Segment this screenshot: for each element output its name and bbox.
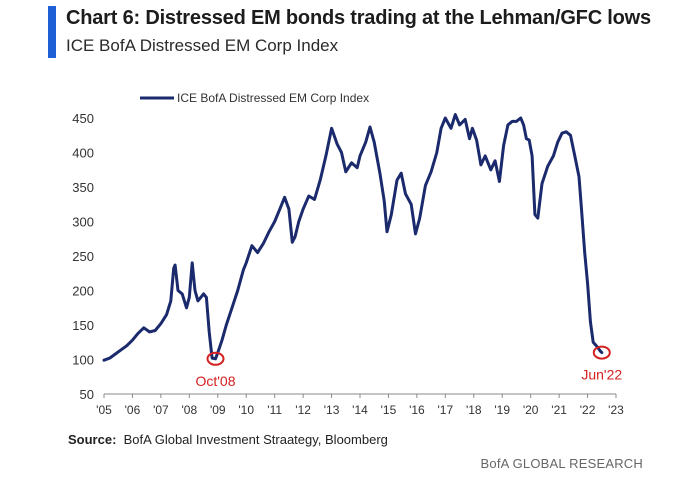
x-tick-label: '15 (381, 403, 397, 417)
x-tick-label: '12 (295, 403, 311, 417)
source-note: Source: BofA Global Investment Straategy… (68, 432, 388, 447)
chart-subtitle: ICE BofA Distressed EM Corp Index (66, 36, 339, 55)
y-tick-label: 250 (72, 249, 94, 264)
series-line (102, 113, 604, 362)
x-tick-label: '17 (438, 403, 454, 417)
annotation-label-jun22: Jun'22 (581, 367, 622, 383)
y-tick-label: 400 (72, 146, 94, 161)
y-tick-label: 100 (72, 353, 94, 368)
x-tick-label: '07 (153, 403, 169, 417)
y-tick-label: 300 (72, 215, 94, 230)
x-tick-label: '22 (580, 403, 596, 417)
x-tick-label: '16 (409, 403, 425, 417)
x-tick-label: '18 (466, 403, 482, 417)
x-tick-label: '08 (182, 403, 198, 417)
y-tick-label: 450 (72, 111, 94, 126)
chart-title: Chart 6: Distressed EM bonds trading at … (66, 7, 651, 29)
brand-label: BofA GLOBAL RESEARCH (480, 456, 643, 471)
y-tick-label: 200 (72, 284, 94, 299)
x-tick-label: '21 (551, 403, 567, 417)
x-tick-label: '14 (352, 403, 368, 417)
x-tick-label: '23 (608, 403, 624, 417)
x-tick-label: '13 (324, 403, 340, 417)
x-tick-label: '19 (494, 403, 510, 417)
annotation-label-oct08: Oct'08 (195, 373, 235, 389)
y-tick-label: 350 (72, 180, 94, 195)
source-label: Source: (68, 432, 117, 447)
x-tick-label: '11 (267, 403, 282, 417)
legend-label: ICE BofA Distressed EM Corp Index (177, 91, 369, 105)
x-tick-label: '05 (96, 403, 112, 417)
annotation-circle-oct08 (206, 351, 225, 366)
accent-bar (48, 6, 56, 58)
x-tick-label: '10 (238, 403, 254, 417)
y-tick-label: 50 (80, 387, 94, 402)
source-text: BofA Global Investment Straategy, Bloomb… (123, 432, 388, 447)
x-tick-label: '09 (210, 403, 226, 417)
x-tick-label: '06 (125, 403, 141, 417)
x-tick-label: '20 (523, 403, 539, 417)
annotation-circle-jun22 (592, 345, 611, 360)
y-tick-label: 150 (72, 318, 94, 333)
